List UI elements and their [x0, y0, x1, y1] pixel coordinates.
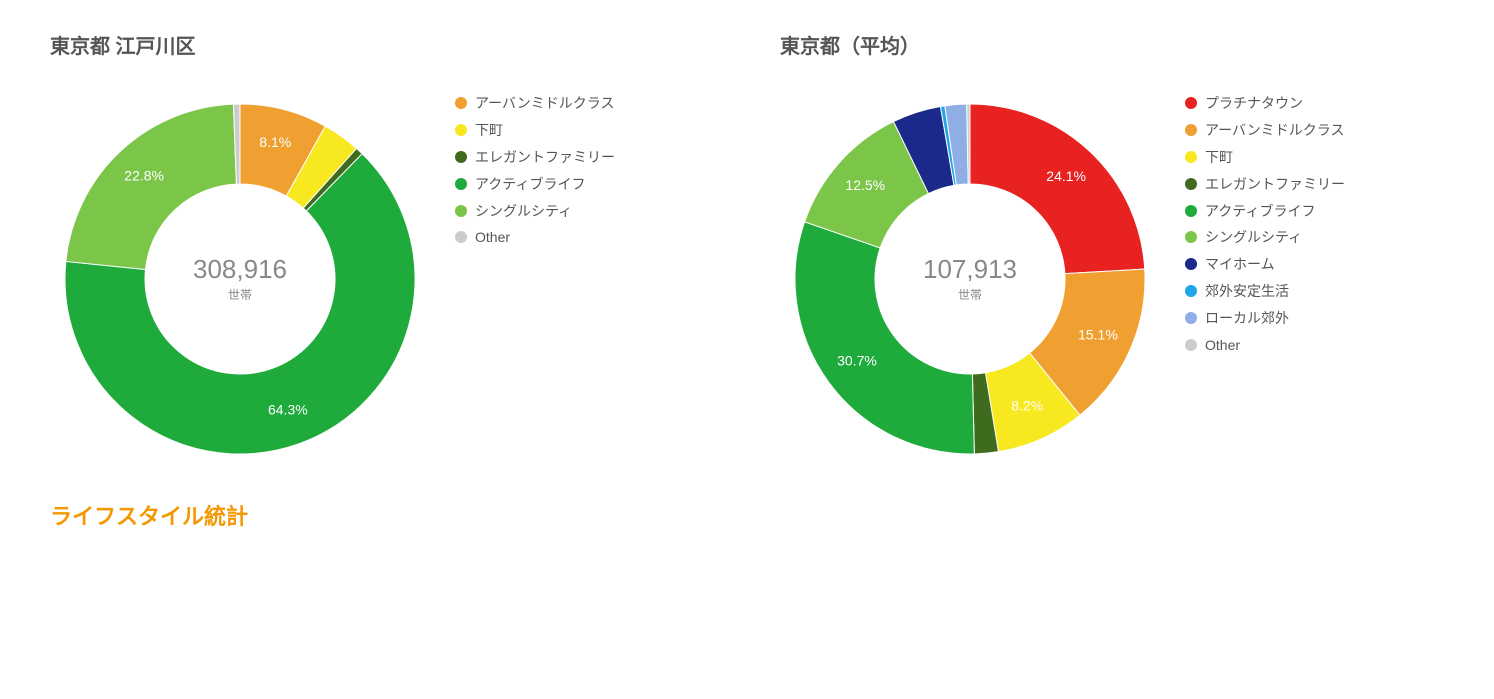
legend-item-label: シングルシティ — [1205, 228, 1345, 247]
legend-swatch-icon — [1185, 285, 1197, 297]
legend-item-label: Other — [1205, 336, 1345, 355]
legend-swatch-icon — [455, 97, 467, 109]
donut-slice[interactable] — [970, 104, 1145, 274]
legend-swatch-icon — [1185, 231, 1197, 243]
legend-swatch-icon — [1185, 178, 1197, 190]
section-title-lifestyle: ライフスタイル統計 — [50, 499, 1444, 531]
legend-item-label: エレガントファミリー — [475, 148, 615, 167]
chart-body: 24.1%15.1%8.2%30.7%12.5% 107,913 世帯 プラチナ… — [780, 89, 1480, 469]
legend-swatch-icon — [455, 178, 467, 190]
chart-legend: プラチナタウンアーバンミドルクラス下町エレガントファミリーアクティブライフシング… — [1185, 89, 1345, 355]
legend-swatch-icon — [1185, 339, 1197, 351]
legend-item[interactable]: 下町 — [1185, 148, 1345, 167]
donut-svg: 8.1%64.3%22.8% — [50, 89, 430, 469]
legend-item-label: シングルシティ — [475, 202, 615, 221]
legend-item-label: プラチナタウン — [1205, 94, 1345, 113]
legend-item-label: Other — [475, 228, 615, 247]
legend-swatch-icon — [455, 231, 467, 243]
legend-swatch-icon — [1185, 312, 1197, 324]
chart-title: 東京都（平均） — [780, 30, 1480, 59]
legend-swatch-icon — [1185, 124, 1197, 136]
legend-item[interactable]: アーバンミドルクラス — [455, 94, 615, 113]
legend-swatch-icon — [455, 151, 467, 163]
legend-item-label: マイホーム — [1205, 255, 1345, 274]
legend-item-label: 郊外安定生活 — [1205, 282, 1345, 301]
legend-item[interactable]: エレガントファミリー — [1185, 175, 1345, 194]
legend-item-label: 下町 — [475, 121, 615, 140]
legend-item[interactable]: エレガントファミリー — [455, 148, 615, 167]
legend-swatch-icon — [1185, 97, 1197, 109]
chart-block-tokyo-avg: 東京都（平均） 24.1%15.1%8.2%30.7%12.5% 107,913… — [780, 30, 1480, 469]
legend-item-label: アクティブライフ — [1205, 202, 1345, 221]
page-root: 東京都 江戸川区 8.1%64.3%22.8% 308,916 世帯 アーバンミ… — [0, 0, 1494, 551]
legend-item[interactable]: プラチナタウン — [1185, 94, 1345, 113]
chart-block-edogawa: 東京都 江戸川区 8.1%64.3%22.8% 308,916 世帯 アーバンミ… — [50, 30, 750, 469]
legend-swatch-icon — [1185, 151, 1197, 163]
legend-item-label: アクティブライフ — [475, 175, 615, 194]
chart-legend: アーバンミドルクラス下町エレガントファミリーアクティブライフシングルシティ Oth… — [455, 89, 615, 247]
legend-item[interactable]: シングルシティ — [1185, 228, 1345, 247]
legend-swatch-icon — [455, 205, 467, 217]
legend-item[interactable]: 下町 — [455, 121, 615, 140]
legend-item[interactable]: マイホーム — [1185, 255, 1345, 274]
legend-item-label: ローカル郊外 — [1205, 309, 1345, 328]
legend-item[interactable]: アクティブライフ — [1185, 202, 1345, 221]
legend-item[interactable]: アーバンミドルクラス — [1185, 121, 1345, 140]
legend-item[interactable]: 郊外安定生活 — [1185, 282, 1345, 301]
legend-item-label: アーバンミドルクラス — [475, 94, 615, 113]
donut-slice[interactable] — [66, 104, 237, 269]
legend-item[interactable]: Other — [1185, 336, 1345, 355]
donut-chart: 24.1%15.1%8.2%30.7%12.5% 107,913 世帯 — [780, 89, 1160, 469]
chart-body: 8.1%64.3%22.8% 308,916 世帯 アーバンミドルクラス下町エレ… — [50, 89, 750, 469]
legend-item[interactable]: Other — [455, 228, 615, 247]
charts-row: 東京都 江戸川区 8.1%64.3%22.8% 308,916 世帯 アーバンミ… — [50, 30, 1444, 469]
legend-swatch-icon — [1185, 205, 1197, 217]
legend-swatch-icon — [455, 124, 467, 136]
chart-title: 東京都 江戸川区 — [50, 30, 750, 59]
legend-swatch-icon — [1185, 258, 1197, 270]
legend-item[interactable]: ローカル郊外 — [1185, 309, 1345, 328]
legend-item-label: アーバンミドルクラス — [1205, 121, 1345, 140]
legend-item-label: エレガントファミリー — [1205, 175, 1345, 194]
legend-item[interactable]: アクティブライフ — [455, 175, 615, 194]
donut-slice[interactable] — [795, 222, 974, 454]
donut-svg: 24.1%15.1%8.2%30.7%12.5% — [780, 89, 1160, 469]
donut-chart: 8.1%64.3%22.8% 308,916 世帯 — [50, 89, 430, 469]
legend-item[interactable]: シングルシティ — [455, 202, 615, 221]
legend-item-label: 下町 — [1205, 148, 1345, 167]
